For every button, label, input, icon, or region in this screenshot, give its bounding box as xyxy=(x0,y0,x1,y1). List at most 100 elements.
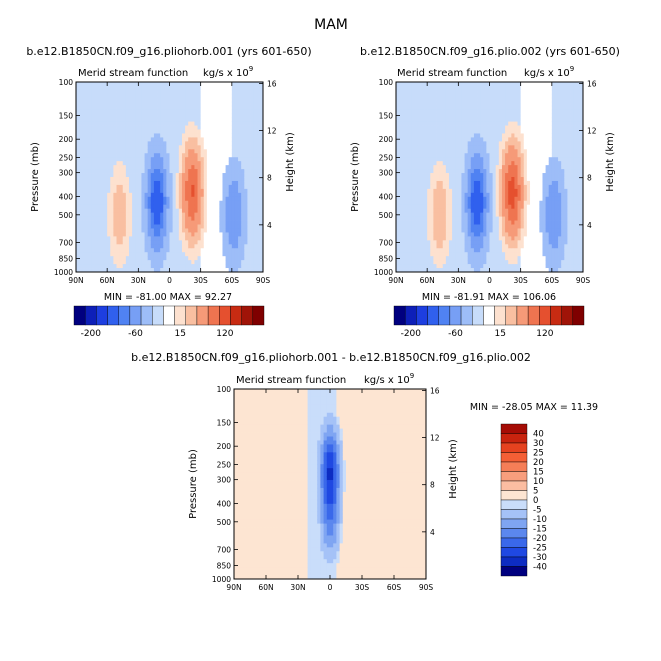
field-cell xyxy=(100,153,105,158)
field-cell xyxy=(477,121,481,126)
field-cell xyxy=(222,113,226,119)
field-cell xyxy=(501,184,506,190)
field-cell xyxy=(213,196,217,202)
field-cell xyxy=(172,260,177,265)
field-cell xyxy=(200,264,205,269)
field-cell xyxy=(194,141,198,146)
field-cell xyxy=(498,113,503,119)
field-cell xyxy=(225,141,230,146)
field-cell xyxy=(231,200,236,206)
field-cell xyxy=(200,184,205,190)
field-cell xyxy=(436,252,441,257)
field-cell xyxy=(520,208,525,214)
field-cell xyxy=(256,165,261,170)
field-cell xyxy=(91,157,96,162)
field-cell xyxy=(107,268,111,272)
field-cell xyxy=(501,125,506,130)
field-cell xyxy=(219,208,223,214)
field-cell xyxy=(480,260,484,265)
field-cell xyxy=(100,240,105,245)
field-cell xyxy=(91,141,96,146)
field-cell xyxy=(427,240,431,245)
field-cell xyxy=(191,121,195,126)
field-cell xyxy=(116,85,121,91)
field-cell xyxy=(157,121,161,126)
field-cell xyxy=(433,188,437,194)
field-cell xyxy=(241,224,245,229)
field-cell xyxy=(238,204,242,210)
field-cell xyxy=(458,220,462,225)
field-cell xyxy=(424,268,428,272)
field-cell xyxy=(216,105,220,111)
field-cell xyxy=(526,133,531,138)
field-cell xyxy=(160,200,164,206)
field-cell xyxy=(166,196,170,202)
field-cell xyxy=(470,192,475,198)
field-cell xyxy=(188,113,192,119)
field-cell xyxy=(505,97,509,103)
field-cell xyxy=(216,177,220,182)
field-cell xyxy=(76,125,80,130)
field-cell xyxy=(448,260,453,265)
field-cell xyxy=(160,184,164,190)
field-cell xyxy=(492,184,497,190)
field-cell xyxy=(517,188,522,194)
field-cell xyxy=(402,161,406,166)
field-cell xyxy=(185,236,189,241)
field-cell xyxy=(150,137,155,142)
field-cell xyxy=(483,184,487,190)
field-cell xyxy=(169,137,174,142)
field-cell xyxy=(219,157,223,162)
field-cell xyxy=(100,89,105,95)
field-cell xyxy=(526,101,531,107)
field-cell xyxy=(104,101,108,107)
field-cell xyxy=(160,204,164,210)
field-cell xyxy=(185,85,189,91)
field-cell xyxy=(464,113,469,119)
field-cell xyxy=(464,220,469,225)
field-cell xyxy=(157,192,161,198)
field-cell xyxy=(122,145,127,150)
field-cell xyxy=(76,93,80,99)
field-cell xyxy=(523,113,528,119)
field-cell xyxy=(448,216,453,221)
field-cell xyxy=(225,93,230,99)
field-cell xyxy=(489,212,494,217)
field-cell xyxy=(219,212,223,217)
field-cell xyxy=(110,105,114,111)
field-cell xyxy=(477,236,481,241)
field-cell xyxy=(191,165,195,170)
field-cell xyxy=(181,133,186,138)
field-cell xyxy=(147,212,152,217)
field-cell xyxy=(79,145,83,150)
field-cell xyxy=(125,248,130,253)
field-cell xyxy=(185,145,189,150)
field-cell xyxy=(433,85,437,91)
field-cell xyxy=(157,165,161,170)
field-cell xyxy=(427,97,431,103)
field-cell xyxy=(442,129,447,134)
field-cell xyxy=(253,232,258,237)
field-cell xyxy=(141,208,145,214)
field-cell xyxy=(445,268,450,272)
field-cell xyxy=(128,244,133,249)
field-cell xyxy=(169,220,174,225)
field-cell xyxy=(492,165,497,170)
field-cell xyxy=(94,82,99,87)
field-cell xyxy=(408,184,412,190)
field-cell xyxy=(430,141,434,146)
field-cell xyxy=(408,264,412,269)
field-cell xyxy=(128,97,133,103)
field-cell xyxy=(213,268,217,272)
field-cell xyxy=(477,208,481,214)
field-cell xyxy=(125,256,130,261)
field-cell xyxy=(408,220,412,225)
field-cell xyxy=(160,212,164,217)
field-cell xyxy=(82,165,86,170)
field-cell xyxy=(147,220,152,225)
field-cell xyxy=(526,129,531,134)
field-cell xyxy=(150,101,155,107)
field-cell xyxy=(238,133,242,138)
field-cell xyxy=(439,101,444,107)
field-cell xyxy=(194,224,198,229)
